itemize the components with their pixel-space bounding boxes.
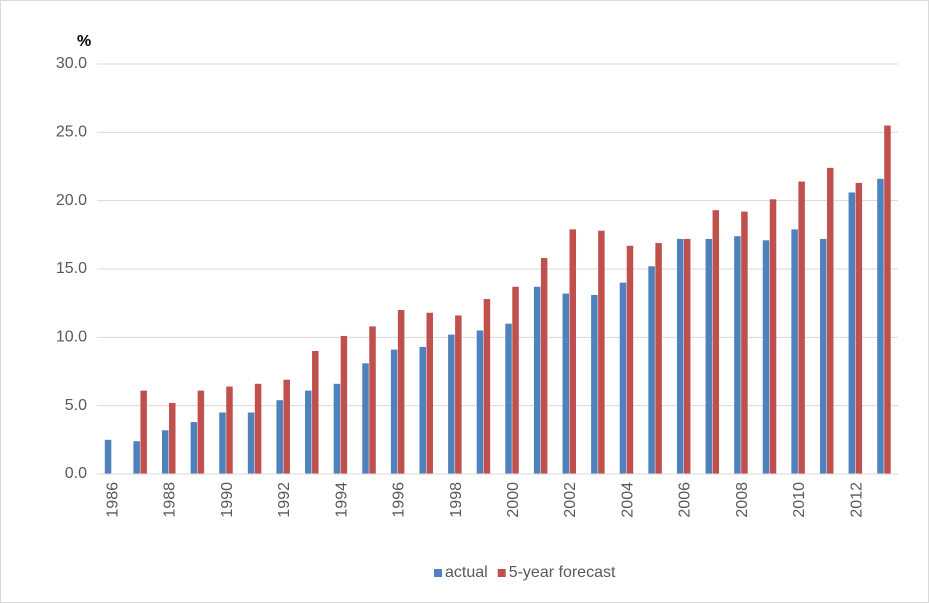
x-tick-label: 2010 <box>791 482 808 518</box>
x-tick-label: 2004 <box>619 482 636 518</box>
bar <box>540 258 548 474</box>
bar <box>505 323 512 474</box>
y-tick-label: 20.0 <box>56 192 87 209</box>
bar <box>340 335 348 474</box>
bar <box>762 240 770 474</box>
bar <box>476 330 484 474</box>
bar <box>676 238 684 474</box>
bar <box>705 238 713 474</box>
x-tick-label: 2000 <box>505 482 522 518</box>
bar <box>798 181 805 475</box>
bar <box>369 326 376 474</box>
bar <box>855 182 863 474</box>
y-tick-label: 15.0 <box>56 260 87 277</box>
bar <box>533 286 541 474</box>
y-tick-label: 25.0 <box>56 124 87 141</box>
bar <box>104 439 112 474</box>
x-tick-label: 2012 <box>848 482 865 518</box>
bar <box>254 383 262 474</box>
bar <box>362 363 369 474</box>
x-tick-label: 1998 <box>448 482 465 518</box>
bar <box>169 402 176 474</box>
bar <box>133 441 140 474</box>
bar <box>598 230 605 474</box>
bar <box>226 386 233 474</box>
y-tick-label: 30.0 <box>56 55 87 72</box>
bar <box>197 390 205 474</box>
x-tick-label: 2006 <box>677 482 694 518</box>
bar <box>648 266 655 474</box>
bar <box>741 211 748 474</box>
legend-swatch <box>434 569 442 577</box>
bar <box>712 210 720 474</box>
bar <box>397 310 405 474</box>
x-tick-label: 2002 <box>562 482 579 518</box>
bar <box>769 199 777 475</box>
bar <box>276 400 283 474</box>
y-tick-label: 0.0 <box>65 465 87 482</box>
bar <box>819 238 827 474</box>
x-tick-label: 1986 <box>105 482 122 518</box>
bar <box>162 430 169 474</box>
bar <box>448 334 455 474</box>
bar <box>426 312 433 474</box>
bar <box>190 422 198 474</box>
bar <box>333 383 341 474</box>
y-axis-label: % <box>77 33 91 50</box>
bar <box>791 229 798 474</box>
x-tick-label: 1992 <box>276 482 293 518</box>
x-tick-label: 2008 <box>734 482 751 518</box>
bar <box>219 412 226 474</box>
x-tick-label: 1990 <box>219 482 236 518</box>
bar <box>826 167 834 474</box>
y-tick-label: 10.0 <box>56 329 87 346</box>
bar <box>483 299 491 474</box>
bar <box>848 192 856 474</box>
x-tick-label: 1994 <box>333 482 350 518</box>
x-tick-label: 1996 <box>391 482 408 518</box>
bar <box>283 379 290 474</box>
bar <box>591 294 598 474</box>
legend-label: actual <box>445 564 488 581</box>
bar <box>884 125 891 474</box>
bar <box>390 349 398 474</box>
bar <box>619 282 627 474</box>
bar <box>305 390 312 474</box>
legend-label: 5-year forecast <box>509 564 616 581</box>
bar <box>247 412 255 474</box>
bar <box>562 293 570 474</box>
bar <box>877 178 884 475</box>
bar <box>683 238 691 474</box>
y-tick-label: 5.0 <box>65 397 87 414</box>
bar <box>569 229 577 474</box>
bar <box>455 315 462 474</box>
bar <box>140 390 147 474</box>
bar <box>655 243 662 474</box>
bar <box>512 286 519 474</box>
bar <box>419 346 426 474</box>
x-tick-label: 1988 <box>162 482 179 518</box>
bar <box>626 245 634 474</box>
bar <box>312 351 319 474</box>
legend-swatch <box>497 569 506 577</box>
bar <box>734 236 741 474</box>
